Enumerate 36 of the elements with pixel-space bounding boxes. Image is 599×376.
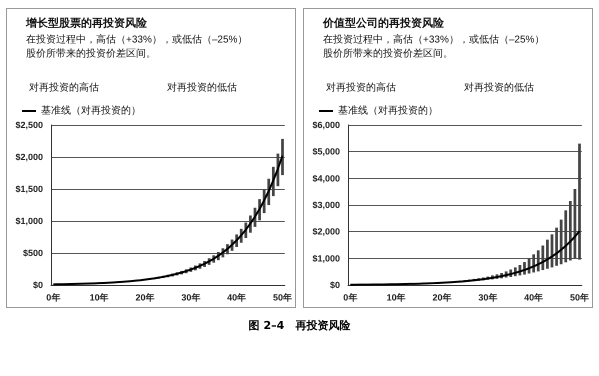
chart-subtitle: 在投资过程中，高估（+33%），或低估（–25%）股价所带来的投资价差区间。 (323, 34, 544, 60)
y-tick-label: $2,000 (312, 226, 340, 237)
y-tick-label: $500 (22, 248, 43, 258)
x-tick-label: 10年 (386, 292, 406, 302)
legend-label: 基准线（对再投资的） (41, 104, 141, 116)
y-tick-label: $1,000 (312, 253, 340, 264)
chart-title: 增长型股票的再投资风险 (25, 16, 148, 30)
x-tick-label: 50年 (272, 292, 292, 302)
y-tick-label: $0 (330, 280, 340, 290)
text: 对再投资的低估 (464, 82, 534, 94)
caption: 图 2–4 再投资风险 (248, 318, 352, 333)
y-tick-label: $5,000 (312, 146, 340, 157)
y-tick-label: $1,500 (15, 184, 43, 194)
x-tick-label: 10年 (90, 292, 109, 302)
y-tick-label: $4,000 (312, 173, 340, 184)
x-tick-label: 0年 (343, 292, 358, 302)
text: 对再投资的高估 (326, 82, 396, 94)
y-tick-label: $3,000 (312, 200, 340, 210)
y-tick-label: $2,500 (15, 120, 43, 130)
x-tick-label: 30年 (181, 292, 200, 302)
x-tick-label: 50年 (570, 292, 590, 302)
x-tick-label: 30年 (478, 292, 498, 302)
legend-label: 基准线（对再投资的） (338, 104, 438, 116)
x-tick-label: 0年 (46, 292, 60, 302)
text: 对再投资的低估 (167, 82, 237, 94)
x-tick-label: 40年 (524, 292, 544, 302)
x-tick-label: 20年 (135, 292, 154, 302)
x-tick-label: 40年 (227, 292, 246, 302)
chart-subtitle: 在投资过程中，高估（+33%），或低估（–25%）股价所带来的投资价差区间。 (26, 34, 248, 60)
text: 对再投资的高估 (29, 82, 99, 94)
chart-title: 价值型公司的再投资风险 (322, 16, 445, 30)
y-tick-label: $0 (32, 280, 43, 290)
y-tick-label: $2,000 (15, 152, 43, 162)
x-tick-label: 20年 (432, 292, 452, 302)
y-tick-label: $1,000 (15, 216, 43, 226)
y-tick-label: $6,000 (312, 120, 340, 130)
